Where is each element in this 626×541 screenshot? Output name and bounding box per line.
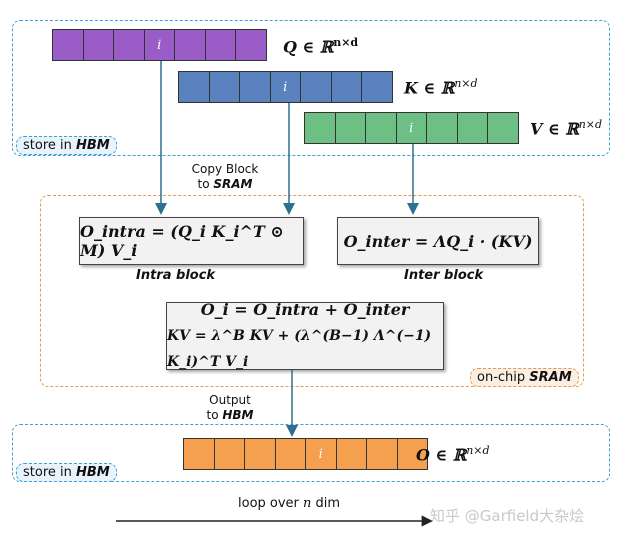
output-note-line2-bold: HBM [222, 408, 254, 422]
hbm-top-tag-prefix: store in [23, 138, 76, 153]
v-matrix-cell [426, 112, 458, 144]
sram-region [40, 195, 584, 387]
k-label: K ∈ ℝn×d [404, 77, 478, 97]
watermark: 知乎 @Garfield大杂烩 [430, 507, 585, 525]
inter-caption: Inter block [404, 268, 484, 283]
hbm-bottom-tag-prefix: store in [23, 465, 76, 480]
q-label-sup: n×d [333, 36, 359, 49]
v-matrix-cell [456, 112, 488, 144]
hbm-top-tag-bold: HBM [76, 138, 110, 153]
loop-label-var: n [303, 496, 312, 511]
copy-block-line1: Copy Block [191, 162, 259, 176]
sram-tag-bold: SRAM [529, 370, 572, 385]
loop-label-prefix: loop over [238, 496, 304, 511]
inter-formula: O_inter = ΛQ_i · (KV) [343, 231, 533, 251]
hbm-top-tag: store in HBM [16, 136, 117, 155]
output-note-line2: to HBM [200, 408, 260, 423]
o-label-sup: n×d [466, 444, 490, 457]
loop-label: loop over n dim [238, 496, 340, 511]
copy-block-note: Copy Block to SRAM [185, 162, 265, 192]
combine-formula-box: O_i = O_intra + O_inter KV = λ^B KV + (λ… [166, 300, 444, 370]
intra-formula-box: O_intra = (Q_i K_i^T ⊙ M) V_i [79, 217, 304, 265]
k-label-sup: n×d [454, 77, 478, 90]
q-matrix-cell: i [143, 29, 175, 61]
v-label: V ∈ ℝn×d [530, 118, 602, 138]
hbm-bottom-tag-bold: HBM [76, 465, 110, 480]
inter-formula-box: O_inter = ΛQ_i · (KV) [337, 217, 539, 265]
o-matrix-cell [366, 438, 398, 470]
q-label: Q ∈ ℝn×d [283, 36, 358, 56]
output-note: Output to HBM [200, 393, 260, 423]
hbm-top-region [12, 20, 610, 156]
loop-label-suffix: dim [311, 496, 341, 511]
o-matrix-cell [396, 438, 428, 470]
v-matrix-cell [487, 112, 519, 144]
combine-line2: KV = λ^B KV + (λ^(B−1) Λ^(−1) K_i)^T V_i [167, 328, 432, 370]
v-matrix-cell [365, 112, 397, 144]
copy-block-line2: to SRAM [185, 177, 265, 192]
intra-formula: O_intra = (Q_i K_i^T ⊙ M) V_i [80, 222, 284, 260]
sram-tag: on-chip SRAM [470, 368, 579, 387]
o-matrix-cell [244, 438, 276, 470]
k-label-text: K ∈ ℝ [404, 78, 455, 98]
copy-block-line2-bold: SRAM [213, 177, 253, 191]
q-matrix-cell [82, 29, 114, 61]
hbm-bottom-region [12, 424, 610, 482]
o-label: O ∈ ℝn×d [416, 444, 490, 464]
o-matrix-strip: i [183, 438, 428, 470]
q-matrix-cell [204, 29, 236, 61]
output-note-line2-prefix: to [206, 408, 223, 422]
k-matrix-cell [361, 71, 393, 103]
o-label-text: O ∈ ℝ [416, 445, 467, 465]
o-matrix-cell [335, 438, 367, 470]
copy-block-line2-prefix: to [197, 177, 214, 191]
k-matrix-cell [300, 71, 332, 103]
q-matrix-cell [113, 29, 145, 61]
o-matrix-cell [183, 438, 215, 470]
hbm-bottom-tag: store in HBM [16, 463, 117, 482]
k-matrix-cell [330, 71, 362, 103]
sram-tag-prefix: on-chip [477, 370, 530, 385]
v-label-text: V ∈ ℝ [530, 119, 579, 139]
v-matrix-strip: i [304, 112, 519, 144]
combine-line1: O_i = O_intra + O_inter [200, 300, 410, 319]
q-matrix-strip: i [52, 29, 267, 61]
q-label-text: Q ∈ ℝ [283, 37, 334, 57]
v-label-sup: n×d [578, 118, 603, 131]
output-note-line1: Output [209, 393, 251, 407]
intra-caption: Intra block [136, 268, 216, 283]
q-matrix-cell [235, 29, 267, 61]
k-matrix-strip: i [178, 71, 393, 103]
